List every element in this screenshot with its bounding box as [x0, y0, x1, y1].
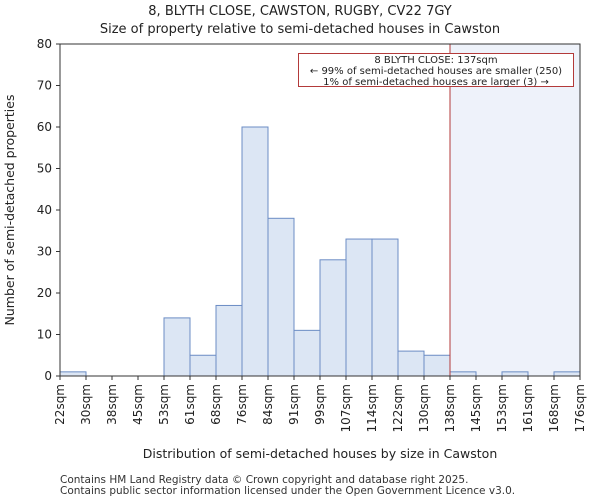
x-tick-label-6: 68sqm — [209, 384, 223, 425]
annotation-box: 8 BLYTH CLOSE: 137sqm ← 99% of semi-deta… — [298, 53, 574, 88]
chart-title: 8, BLYTH CLOSE, CAWSTON, RUGBY, CV22 7GY — [148, 4, 452, 19]
annotation-line-3: 1% of semi-detached houses are larger (3… — [323, 77, 549, 88]
x-tick-label-0: 22sqm — [53, 384, 67, 425]
annotation-line-1: 8 BLYTH CLOSE: 137sqm — [374, 55, 498, 66]
x-tick-label-8: 84sqm — [261, 384, 275, 425]
x-tick-label-3: 45sqm — [131, 384, 145, 425]
y-tick-label-50: 50 — [37, 162, 52, 176]
chart-subtitle: Size of property relative to semi-detach… — [99, 22, 501, 37]
bar-8 — [267, 217, 295, 377]
bar-11 — [345, 238, 373, 377]
x-tick-label-12: 114sqm — [365, 384, 379, 432]
bar-13 — [397, 350, 425, 377]
y-tick-label-70: 70 — [37, 79, 52, 93]
x-tick-label-18: 161sqm — [521, 384, 535, 432]
x-tick-label-20: 176sqm — [573, 384, 587, 432]
y-axis-label: Number of semi-detached properties — [2, 95, 17, 326]
highlight-region — [450, 44, 580, 376]
bar-5 — [189, 354, 217, 377]
bar-9 — [293, 329, 321, 377]
bar-0 — [59, 371, 87, 377]
annotation-line-2: ← 99% of semi-detached houses are smalle… — [309, 66, 563, 77]
bar-4 — [163, 317, 191, 377]
x-tick-label-9: 91sqm — [287, 384, 301, 425]
x-tick-label-10: 99sqm — [313, 384, 327, 425]
y-tick-label-80: 80 — [37, 37, 52, 51]
x-tick-label-5: 61sqm — [183, 384, 197, 425]
x-tick-label-11: 107sqm — [339, 384, 353, 432]
x-tick-label-7: 76sqm — [235, 384, 249, 425]
bar-19 — [553, 371, 581, 377]
x-tick-label-13: 122sqm — [391, 384, 405, 432]
y-tick-label-0: 0 — [44, 369, 52, 383]
x-tick-label-15: 138sqm — [443, 384, 457, 432]
x-axis-label: Distribution of semi-detached houses by … — [143, 446, 498, 461]
x-tick-label-17: 153sqm — [495, 384, 509, 432]
y-tick-label-10: 10 — [37, 328, 52, 342]
x-tick-label-2: 38sqm — [105, 384, 119, 425]
y-tick-label-60: 60 — [37, 120, 52, 134]
footer-line-2: Contains public sector information licen… — [60, 485, 516, 497]
x-tick-label-19: 168sqm — [547, 384, 561, 432]
y-tick-label-40: 40 — [37, 203, 52, 217]
bar-7 — [241, 126, 269, 377]
bar-15 — [449, 371, 477, 377]
y-tick-label-30: 30 — [37, 245, 52, 259]
x-tick-label-14: 130sqm — [417, 384, 431, 432]
x-tick-label-4: 53sqm — [157, 384, 171, 425]
y-tick-label-20: 20 — [37, 286, 52, 300]
bar-12 — [371, 238, 399, 377]
bar-6 — [215, 304, 243, 377]
x-tick-label-16: 145sqm — [469, 384, 483, 432]
bar-17 — [501, 371, 529, 377]
x-tick-label-1: 30sqm — [79, 384, 93, 425]
bar-10 — [319, 259, 347, 377]
footer-line-1: Contains HM Land Registry data © Crown c… — [60, 474, 469, 486]
bar-14 — [423, 354, 451, 377]
